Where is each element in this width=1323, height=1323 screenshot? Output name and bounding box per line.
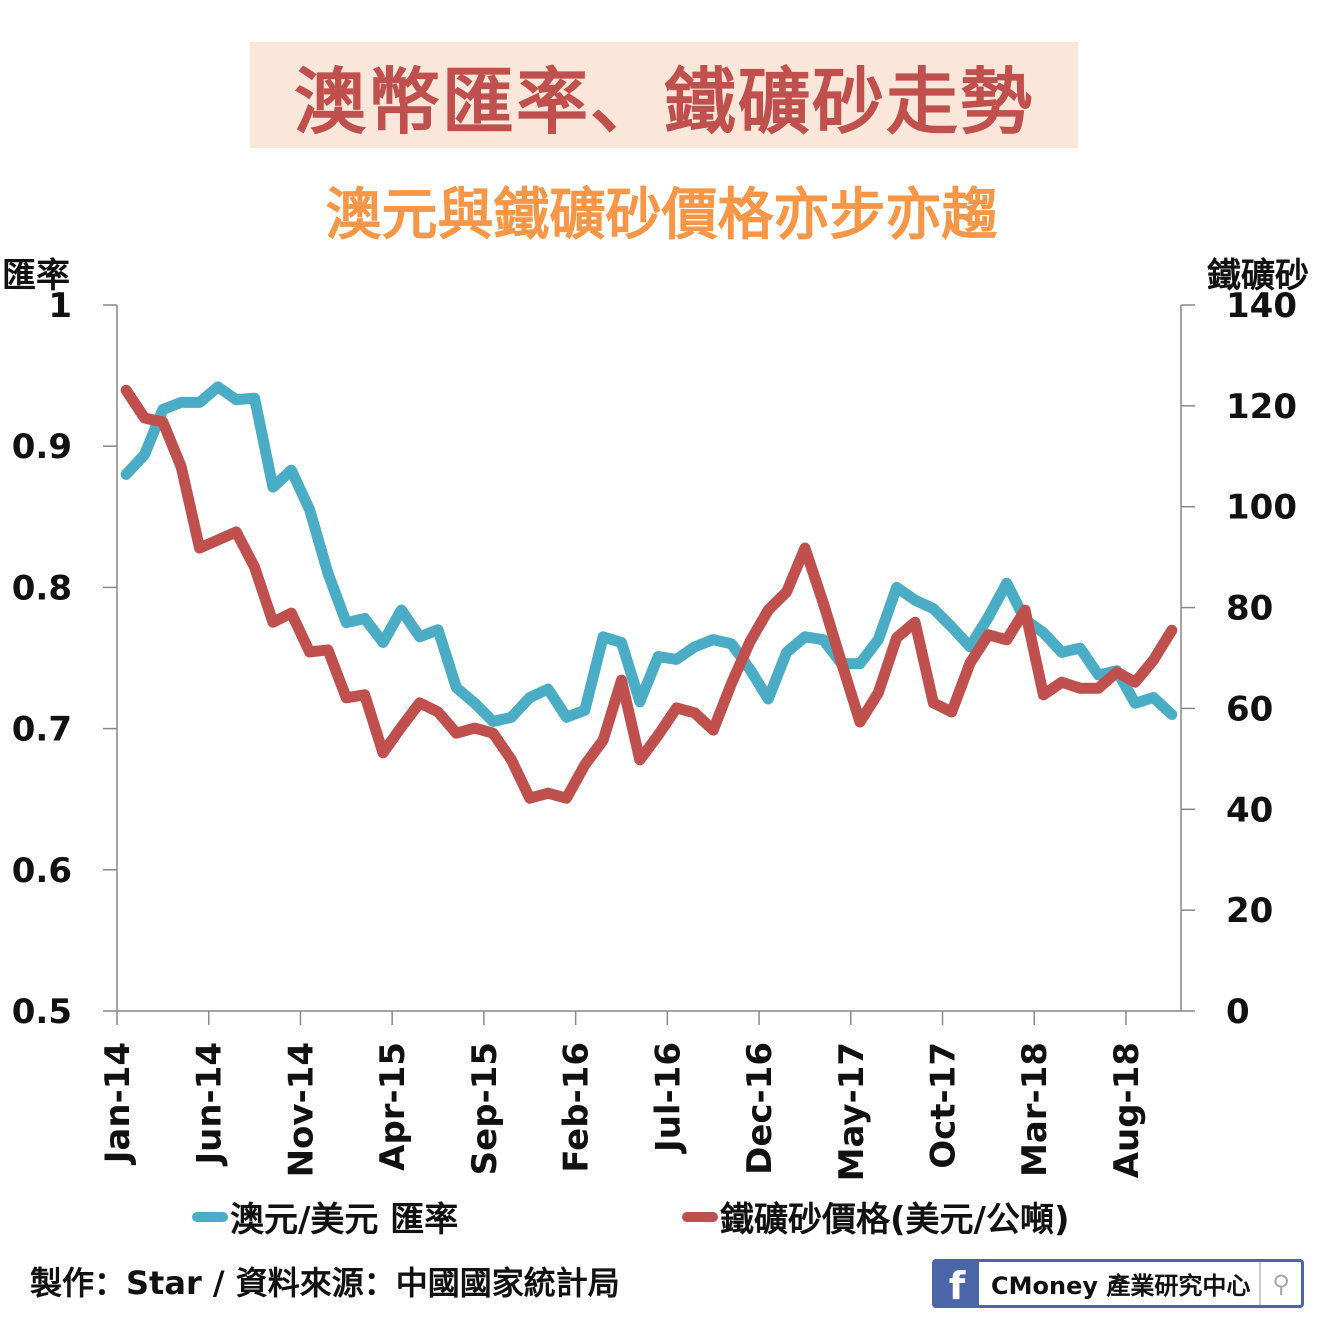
right-tick-label: 40 — [1226, 790, 1273, 830]
chart-title: 澳幣匯率、鐵礦砂走勢 — [293, 59, 1034, 144]
left-tick-label: 0.8 — [12, 568, 72, 608]
chart-subtitle: 澳元與鐵礦砂價格亦步亦趨 — [325, 183, 998, 248]
x-tick-label: Aug-18 — [1107, 1042, 1147, 1178]
iron-ore-series-line — [120, 384, 1178, 804]
x-tick-label: May-17 — [832, 1042, 872, 1181]
x-tick-label: Jul-16 — [648, 1042, 688, 1154]
left-tick-label: 0.5 — [12, 992, 72, 1032]
x-tick-label: Sep-15 — [465, 1042, 505, 1175]
x-tick-label: Nov-14 — [281, 1042, 321, 1177]
legend-item-aud: 澳元/美元 匯率 — [192, 1192, 458, 1241]
x-tick-label: Jan-14 — [98, 1042, 138, 1165]
right-tick-label: 20 — [1226, 891, 1273, 931]
right-tick-label: 80 — [1226, 589, 1273, 629]
right-axis-title: 鐵礦砂 — [1207, 256, 1309, 296]
legend-item-iron-ore: 鐵礦砂價格(美元/公噸) — [682, 1192, 1070, 1241]
cmoney-facebook-badge[interactable]: f CMoney 產業研究中心 ⚲ — [932, 1259, 1304, 1308]
aud-usd-series-line — [120, 381, 1178, 728]
legend-label-aud: 澳元/美元 匯率 — [230, 1200, 459, 1240]
x-tick-label: Oct-17 — [924, 1042, 964, 1169]
left-tick-label: 0.6 — [12, 851, 72, 891]
x-tick-label: Dec-16 — [740, 1042, 780, 1175]
x-tick-label: Mar-18 — [1015, 1042, 1055, 1177]
title-banner: 澳幣匯率、鐵礦砂走勢 — [250, 42, 1078, 148]
left-tick-label: 1 — [48, 286, 72, 326]
legend-swatch-aud — [192, 1211, 228, 1222]
left-axis-title: 匯率 — [2, 256, 70, 296]
right-tick-label: 60 — [1226, 689, 1273, 729]
legend-swatch-iron-ore — [682, 1211, 718, 1222]
legend-label-iron-ore: 鐵礦砂價格(美元/公噸) — [720, 1200, 1070, 1240]
x-tick-label: Apr-15 — [373, 1042, 413, 1171]
search-icon: ⚲ — [1259, 1262, 1301, 1305]
x-tick-label: Feb-16 — [557, 1042, 597, 1173]
source-credit: 製作：Star / 資料來源：中國國家統計局 — [30, 1264, 620, 1302]
x-tick-label: Jun-14 — [190, 1042, 230, 1167]
left-tick-label: 0.9 — [12, 427, 72, 467]
right-tick-label: 0 — [1226, 992, 1250, 1032]
right-tick-label: 120 — [1226, 387, 1297, 427]
left-tick-label: 0.7 — [12, 710, 72, 750]
facebook-icon: f — [935, 1262, 979, 1305]
right-tick-label: 100 — [1226, 488, 1297, 528]
logo-name: CMoney 產業研究中心 — [991, 1272, 1251, 1300]
right-tick-label: 140 — [1226, 286, 1297, 326]
